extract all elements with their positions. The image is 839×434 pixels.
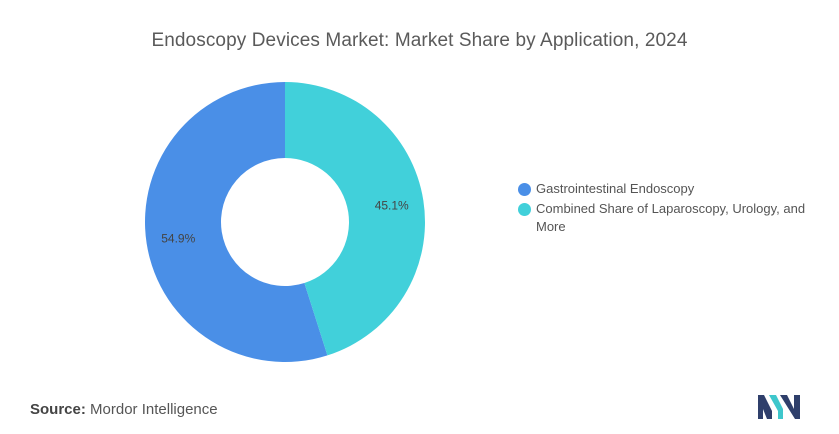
mordor-intelligence-logo-icon: [758, 395, 800, 419]
slice-gastrointestinal[interactable]: [144, 82, 328, 362]
legend-item-combined-share[interactable]: Combined Share of Laparoscopy, Urology, …: [518, 200, 828, 236]
logo-mid-shape: [769, 395, 783, 419]
chart-legend: Gastrointestinal Endoscopy Combined Shar…: [518, 180, 828, 238]
legend-item-gastrointestinal[interactable]: Gastrointestinal Endoscopy: [518, 180, 828, 198]
logo-left-shape: [758, 395, 772, 419]
source-label: Source:: [30, 401, 86, 418]
legend-label-gastrointestinal: Gastrointestinal Endoscopy: [536, 181, 695, 196]
legend-swatch-gastrointestinal: [518, 183, 531, 196]
source-text: Mordor Intelligence: [90, 401, 218, 418]
legend-swatch-combined-share: [518, 203, 531, 216]
slice-combined-share[interactable]: [285, 82, 425, 356]
logo-right-shape: [780, 395, 800, 419]
chart-title: Endoscopy Devices Market: Market Share b…: [151, 30, 688, 51]
slice-label-combined-share: 45.1%: [375, 198, 409, 212]
slice-label-gastrointestinal: 54.9%: [161, 232, 195, 246]
source-note: Source: Mordor Intelligence: [30, 401, 218, 418]
legend-label-combined-share: Combined Share of Laparoscopy, Urology, …: [536, 201, 806, 234]
